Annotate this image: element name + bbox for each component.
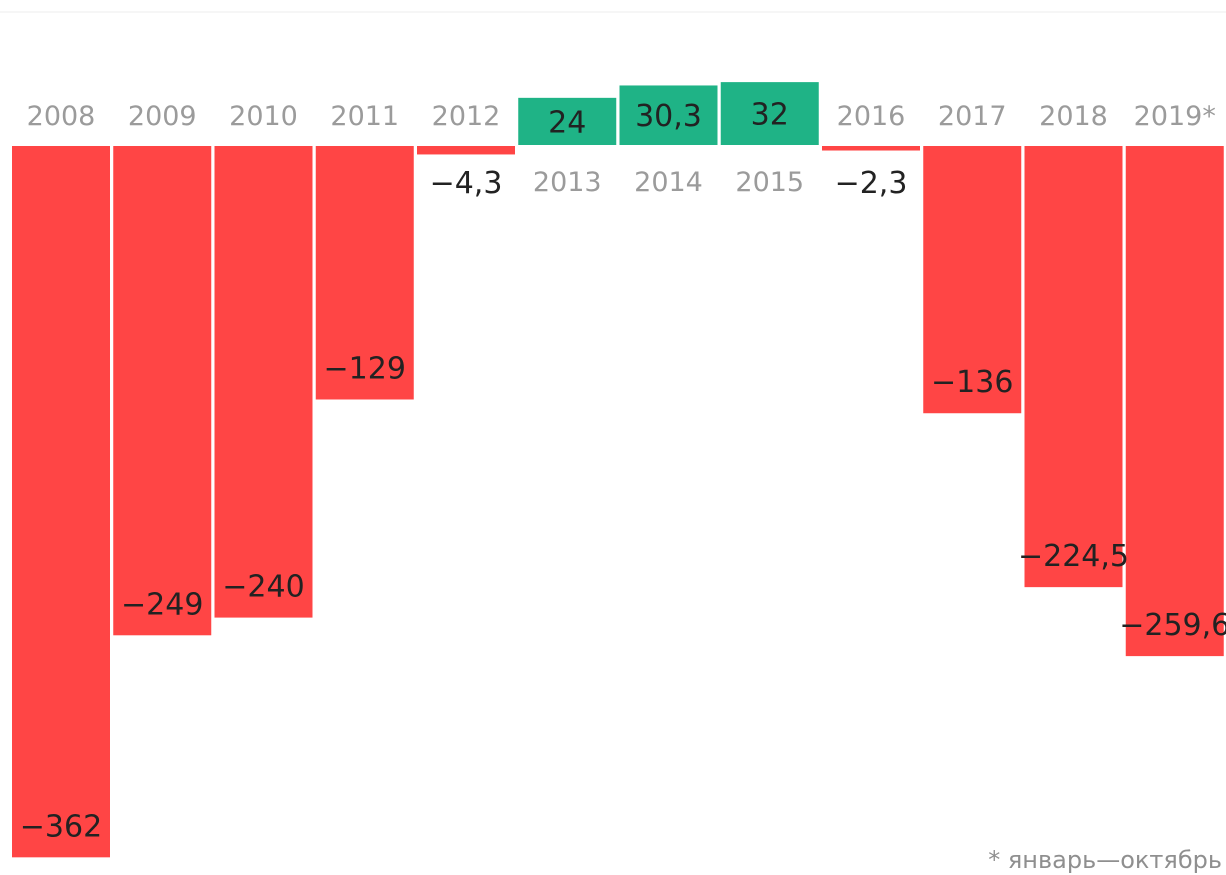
labels-layer: 2008 −362 2009 −249 2010 −240 2011 −129 2012 −4,3…: [20, 98, 1226, 845]
value-label-2014: 30,3: [635, 99, 702, 134]
value-label-2019-star: −259,6: [1119, 608, 1226, 643]
value-label-2016: −2,3: [835, 166, 908, 201]
value-label-2018: −224,5: [1018, 539, 1129, 574]
value-label-2013: 24: [548, 105, 586, 140]
bar-2015: [720, 82, 819, 145]
bars-layer: [12, 82, 1224, 858]
bar-2017: [923, 146, 1022, 414]
year-label-2008: 2008: [27, 101, 96, 132]
bar-2018: [1024, 146, 1123, 588]
bar-2010: [214, 146, 313, 618]
year-label-2016: 2016: [837, 101, 906, 132]
value-label-2017: −136: [931, 365, 1013, 400]
year-label-2015: 2015: [735, 167, 804, 198]
bar-2014: [619, 85, 718, 145]
bar-2012: [417, 146, 515, 155]
bar-2008: [12, 146, 110, 858]
footnote: * январь—октябрь: [988, 846, 1222, 874]
bar-2011: [315, 146, 414, 400]
bar-2013: [518, 97, 617, 145]
year-label-2009: 2009: [128, 101, 197, 132]
year-label-2013: 2013: [533, 167, 602, 198]
value-label-2009: −249: [121, 587, 203, 622]
value-label-2012: −4,3: [430, 166, 503, 201]
value-label-2015: 32: [751, 98, 789, 133]
year-label-2010: 2010: [229, 101, 298, 132]
bar-2019-star: [1125, 146, 1224, 657]
year-label-2011: 2011: [330, 101, 399, 132]
year-label-2012: 2012: [432, 101, 501, 132]
year-label-2019-star: 2019*: [1134, 101, 1216, 132]
value-label-2008: −362: [20, 809, 102, 844]
bar-2009: [113, 146, 212, 636]
bar-2016: [822, 146, 920, 151]
year-label-2018: 2018: [1039, 101, 1108, 132]
value-label-2011: −129: [324, 351, 406, 386]
value-label-2010: −240: [222, 570, 304, 605]
year-label-2014: 2014: [634, 167, 703, 198]
year-label-2017: 2017: [938, 101, 1007, 132]
